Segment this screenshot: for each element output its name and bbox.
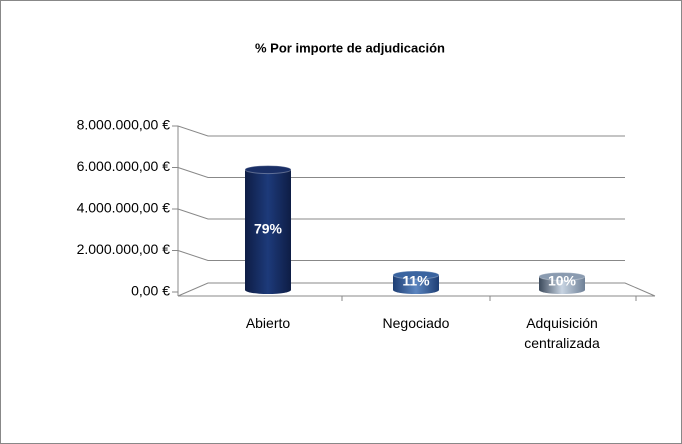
y-tick-label: 4.000.000,00 €	[77, 200, 171, 216]
data-label: 11%	[402, 273, 430, 289]
bar	[245, 169, 291, 290]
chart-title: % Por importe de adjudicación	[255, 40, 445, 55]
bar-top	[392, 270, 440, 280]
bar-top	[244, 165, 292, 175]
data-label: 10%	[548, 273, 577, 289]
x-tick-label: Abierto	[245, 315, 291, 331]
bar-base	[393, 286, 439, 294]
grid-line	[177, 208, 625, 220]
x-tick-label: Negociado	[382, 315, 450, 331]
grid-line	[177, 167, 625, 178]
bar-top	[538, 271, 586, 281]
data-label: 79%	[254, 220, 283, 236]
y-tick-label: 0,00 €	[131, 283, 170, 299]
bar-base	[539, 286, 585, 294]
grid-line	[177, 250, 625, 261]
y-tick-label: 6.000.000,00 €	[77, 158, 171, 174]
bar	[393, 274, 439, 290]
grid-line	[177, 125, 625, 137]
bar-base	[245, 286, 291, 294]
y-tick-label: 8.000.000,00 €	[77, 117, 171, 133]
y-tick-label: 2.000.000,00 €	[77, 241, 171, 257]
x-tick-label: Adquisición centralizada	[524, 315, 600, 351]
